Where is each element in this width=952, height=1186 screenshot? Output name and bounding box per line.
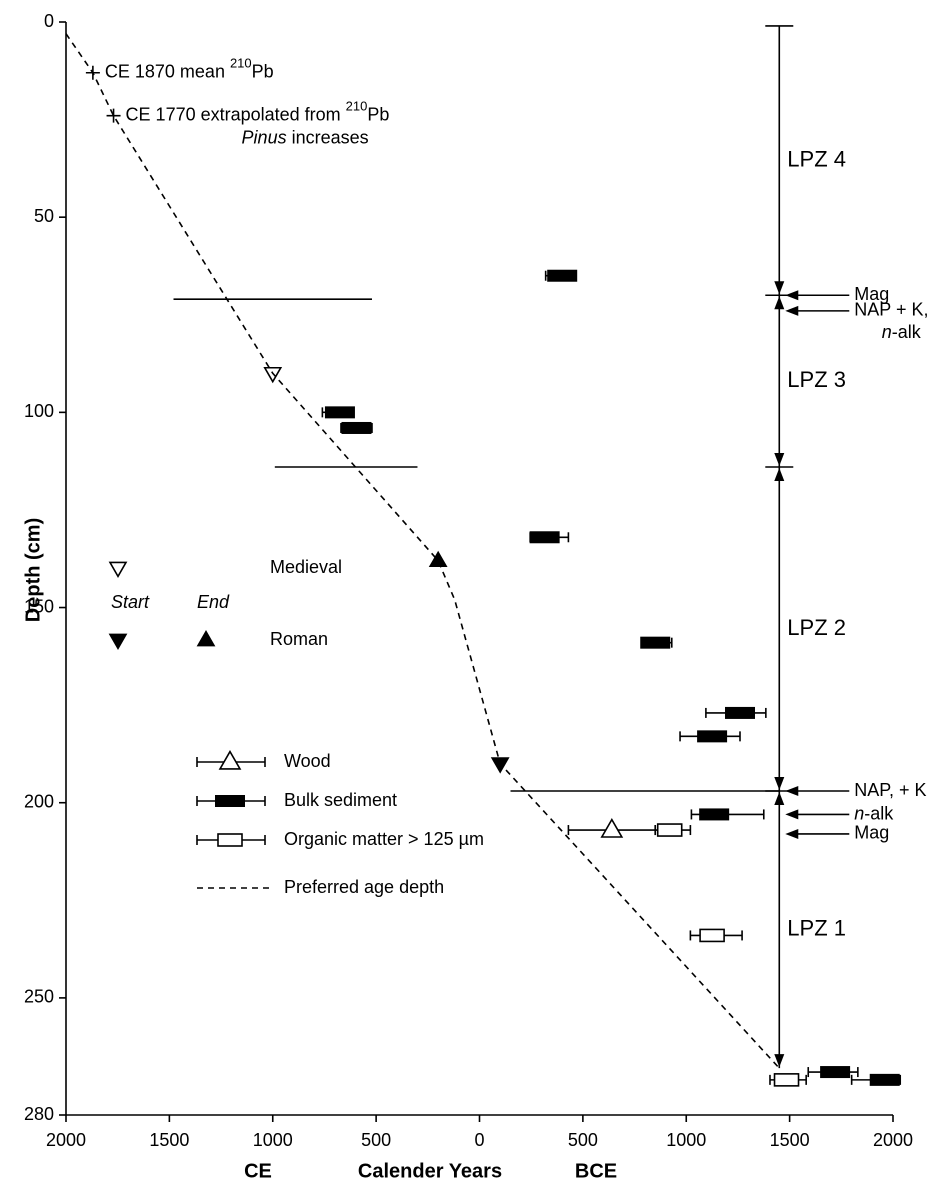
bulk-marker <box>699 808 730 821</box>
y-tick-label: 150 <box>24 596 54 616</box>
indicator-label: NAP, + K <box>854 780 926 800</box>
label-text: Pb <box>252 61 274 81</box>
y-tick-label: 200 <box>24 791 54 811</box>
wood-marker <box>600 817 624 838</box>
bulk-marker <box>547 269 578 282</box>
label-text: -alk <box>864 803 894 823</box>
x-tick-label: 500 <box>568 1130 598 1150</box>
zone-label: LPZ 4 <box>787 146 846 171</box>
age-depth-line <box>65 33 780 1069</box>
x-tick-label: 2000 <box>873 1130 913 1150</box>
bulk-marker <box>529 531 560 544</box>
bulk-marker <box>820 1066 851 1079</box>
legend-symbol <box>218 749 242 770</box>
arrowhead <box>785 809 799 820</box>
x-tick-label: 2000 <box>46 1130 86 1150</box>
indicator-label: n-alk <box>854 803 894 823</box>
label-text: -alk <box>892 322 922 342</box>
bulk-marker <box>697 730 728 743</box>
superscript: 210 <box>346 99 368 114</box>
legend-end-symbol <box>196 630 216 647</box>
legend-start-symbol <box>108 561 128 578</box>
legend-symbol <box>215 795 245 807</box>
period-start-marker <box>263 366 283 384</box>
indicator-label: n-alk <box>882 322 922 342</box>
bulk-marker <box>725 706 756 719</box>
legend-label: Preferred age depth <box>284 877 444 897</box>
arrowhead <box>785 828 799 839</box>
organic-marker <box>773 1073 800 1087</box>
arrowhead <box>785 786 799 797</box>
y-tick-label: 280 <box>24 1104 54 1124</box>
x-tick-label: 0 <box>474 1130 484 1150</box>
x-tick-label: 1500 <box>149 1130 189 1150</box>
legend-header: Start <box>111 592 150 612</box>
label-text: CE 1770 extrapolated from <box>126 104 346 124</box>
superscript: 210 <box>230 56 252 71</box>
italic-text: Pinus <box>242 127 287 147</box>
legend-label: Roman <box>270 629 328 649</box>
zone-label: LPZ 3 <box>787 367 846 392</box>
legend-symbol <box>217 833 243 847</box>
x-tick-label: 500 <box>361 1130 391 1150</box>
italic-text: n <box>882 322 892 342</box>
arrowhead <box>785 305 799 316</box>
tie-point-label: Pinus increases <box>242 127 369 147</box>
label-text: Pb <box>367 104 389 124</box>
indicator-label: Mag <box>854 823 889 843</box>
y-tick-label: 50 <box>34 206 54 226</box>
arrowhead <box>774 792 785 806</box>
organic-marker <box>656 823 683 837</box>
tie-point-label: CE 1770 extrapolated from 210Pb <box>126 99 390 124</box>
legend-label: Organic matter > 125 µm <box>284 829 484 849</box>
tie-point <box>106 108 121 123</box>
arrowhead <box>774 281 785 295</box>
bulk-marker <box>640 636 671 649</box>
zone-label: LPZ 1 <box>787 915 846 940</box>
label-text: increases <box>287 127 369 147</box>
legend-start-symbol <box>108 633 128 650</box>
arrowhead <box>774 777 785 791</box>
y-tick-label: 100 <box>24 401 54 421</box>
label-text: CE 1870 mean <box>105 61 230 81</box>
indicator-label: Mag <box>854 284 889 304</box>
x-axis-label-right: BCE <box>575 1160 617 1182</box>
zone-label: LPZ 2 <box>787 615 846 640</box>
bulk-marker <box>869 1073 900 1086</box>
legend-label: Medieval <box>270 557 342 577</box>
indicator-label: NAP + K, <box>854 300 928 320</box>
x-tick-label: 1000 <box>253 1130 293 1150</box>
y-tick-label: 0 <box>44 11 54 31</box>
x-axis-label: Calender Years <box>358 1160 502 1182</box>
legend-label: Bulk sediment <box>284 790 397 810</box>
italic-text: n <box>854 803 864 823</box>
arrowhead <box>785 290 799 301</box>
arrowhead <box>774 468 785 482</box>
y-axis-label: Depth (cm) <box>22 518 44 622</box>
tie-point <box>85 65 100 80</box>
arrowhead <box>774 1054 785 1068</box>
organic-marker <box>699 928 725 943</box>
legend-label: Wood <box>284 751 331 771</box>
x-tick-label: 1500 <box>770 1130 810 1150</box>
x-tick-label: 1000 <box>666 1130 706 1150</box>
legend-header: End <box>197 592 230 612</box>
period-start-marker <box>490 757 510 774</box>
period-end-marker <box>428 550 448 568</box>
bulk-marker <box>341 421 372 434</box>
arrowhead <box>774 296 785 310</box>
tie-point-label: CE 1870 mean 210Pb <box>105 56 274 81</box>
bulk-marker <box>324 406 355 419</box>
x-axis-label-left: CE <box>244 1160 272 1182</box>
arrowhead <box>774 453 785 467</box>
y-tick-label: 250 <box>24 987 54 1007</box>
